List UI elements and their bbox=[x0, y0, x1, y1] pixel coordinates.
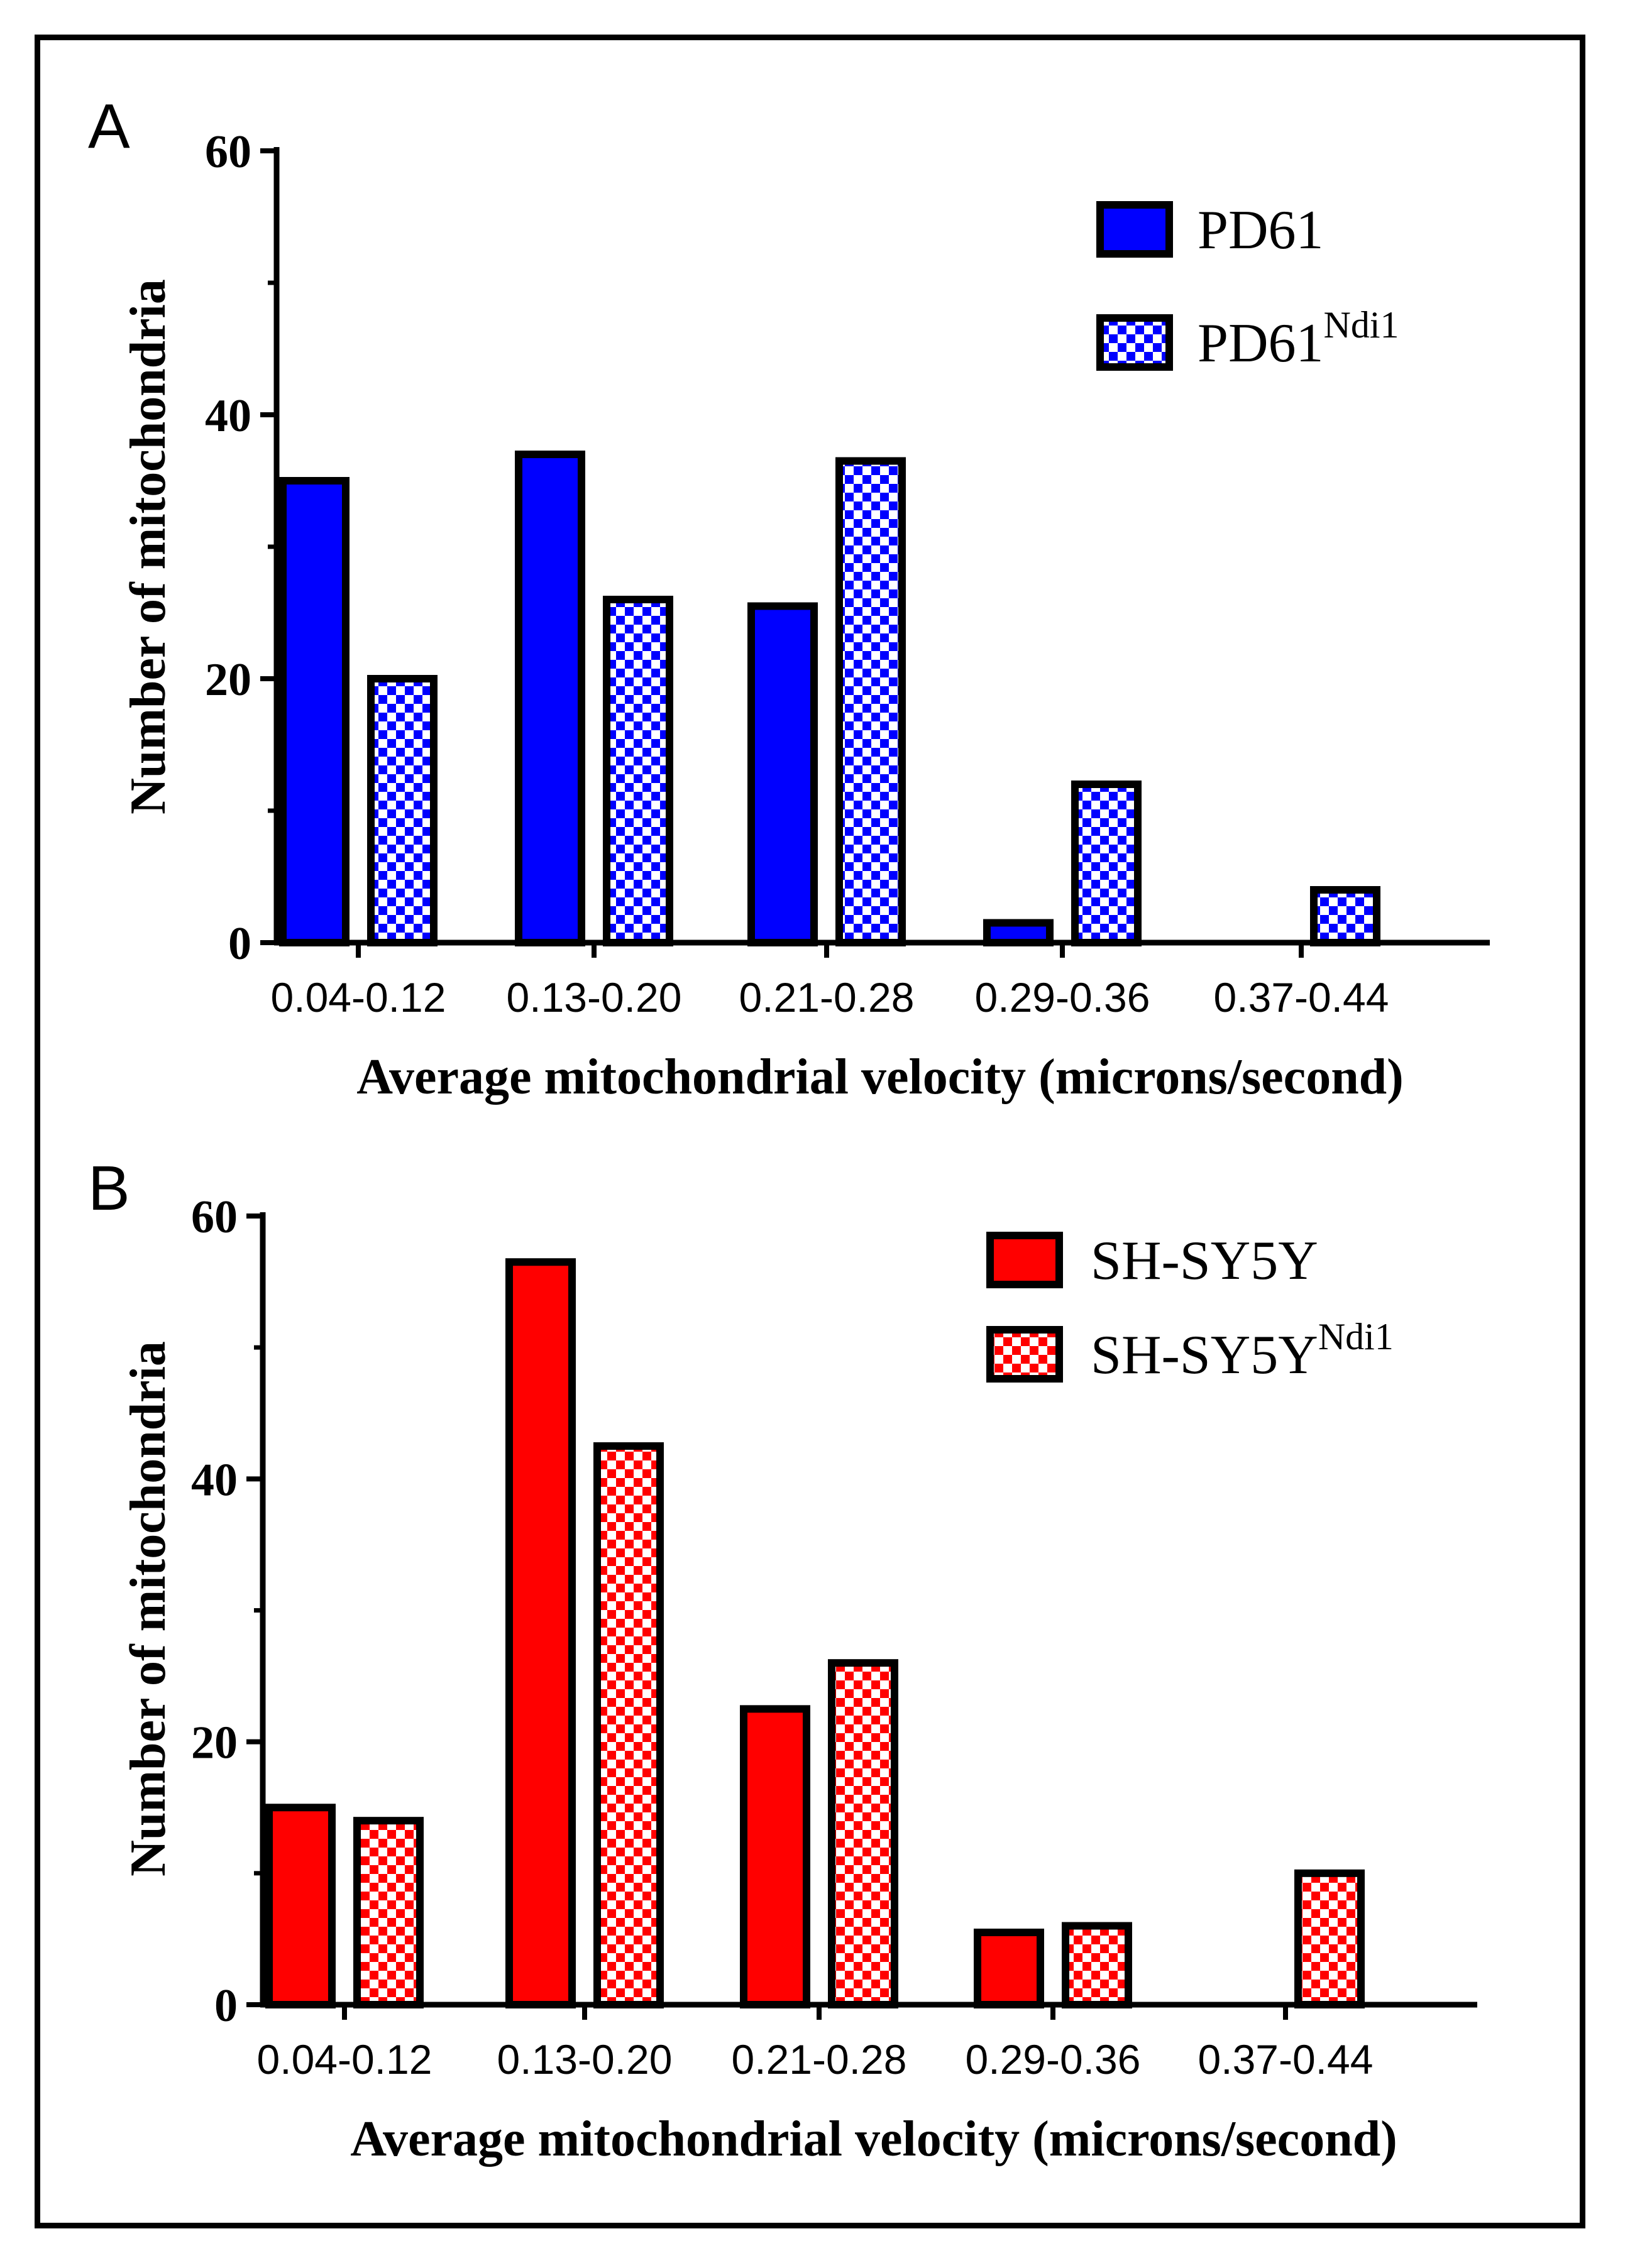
x-tick-label: 0.21-0.28 bbox=[732, 2036, 907, 2083]
bar-control bbox=[740, 1705, 810, 2008]
bar-ndi1 bbox=[603, 596, 673, 946]
x-tick-label: 0.29-0.36 bbox=[975, 974, 1150, 1021]
chart-panel-B: B 0 20 40 60 0.04-0.12 0.13-0.20 0.21-0.28 0.29-… bbox=[88, 1153, 1477, 2167]
panel-label: A bbox=[88, 91, 130, 162]
legend-label: PD61Ndi1 bbox=[1198, 304, 1399, 374]
legend-swatch-ndi1 bbox=[986, 1326, 1063, 1383]
y-tick-label: 0 bbox=[228, 918, 251, 970]
bar-control bbox=[515, 451, 585, 946]
bar-control bbox=[505, 1258, 576, 2008]
bar-control bbox=[265, 1804, 336, 2008]
y-tick-label: 60 bbox=[205, 126, 251, 178]
x-tick-label: 0.04-0.12 bbox=[271, 974, 446, 1021]
y-tick-label: 0 bbox=[214, 1980, 238, 2032]
y-axis-title: Number of mitochondria bbox=[121, 279, 176, 814]
y-tick-label: 40 bbox=[191, 1454, 238, 1506]
bar-control bbox=[974, 1928, 1044, 2008]
bar-ndi1 bbox=[593, 1442, 664, 2009]
y-tick-label: 20 bbox=[205, 654, 251, 706]
bar-ndi1 bbox=[367, 675, 438, 946]
legend-label: SH-SY5Y bbox=[1091, 1230, 1318, 1291]
bar-ndi1 bbox=[1062, 1922, 1132, 2008]
y-tick-label: 40 bbox=[205, 390, 251, 442]
legend-superscript: Ndi1 bbox=[1324, 304, 1399, 346]
panel-label: B bbox=[88, 1153, 130, 1224]
chart-panel-A: A 0 20 40 60 0.04-0.12 0.13-0.20 0.21-0.28 0.29-… bbox=[88, 91, 1490, 1105]
bar-ndi1 bbox=[1071, 781, 1142, 946]
bar-control bbox=[279, 477, 350, 946]
legend: SH-SY5Y SH-SY5YNdi1 bbox=[986, 1230, 1394, 1386]
y-tick-label: 20 bbox=[191, 1717, 238, 1769]
x-tick-label: 0.37-0.44 bbox=[1198, 2036, 1374, 2083]
figure-frame bbox=[35, 35, 1585, 2228]
x-axis-title: Average mitochondrial velocity (microns/… bbox=[356, 1049, 1404, 1105]
legend-swatch-ndi1 bbox=[1096, 314, 1173, 371]
legend: PD61 PD61Ndi1 bbox=[1096, 200, 1399, 374]
x-tick-label: 0.37-0.44 bbox=[1214, 974, 1389, 1021]
bar-ndi1 bbox=[353, 1817, 424, 2009]
legend-swatch-control bbox=[986, 1232, 1063, 1288]
legend-superscript: Ndi1 bbox=[1318, 1316, 1394, 1357]
bar-ndi1 bbox=[1310, 886, 1380, 946]
x-axis-title: Average mitochondrial velocity (microns/… bbox=[350, 2112, 1397, 2167]
y-axis-title: Number of mitochondria bbox=[121, 1341, 176, 1876]
bar-ndi1 bbox=[835, 457, 906, 946]
x-tick-label: 0.13-0.20 bbox=[497, 2036, 673, 2083]
x-tick-label: 0.13-0.20 bbox=[507, 974, 682, 1021]
legend-label: PD61 bbox=[1198, 200, 1324, 261]
x-tick-label: 0.21-0.28 bbox=[739, 974, 915, 1021]
legend-label: SH-SY5YNdi1 bbox=[1091, 1316, 1394, 1386]
y-tick-label: 60 bbox=[191, 1192, 238, 1243]
x-tick-label: 0.04-0.12 bbox=[257, 2036, 432, 2083]
bar-ndi1 bbox=[828, 1659, 898, 2009]
bar-control bbox=[983, 919, 1054, 946]
x-tick-label: 0.29-0.36 bbox=[966, 2036, 1141, 2083]
bar-control bbox=[747, 602, 818, 946]
bar-ndi1 bbox=[1294, 1869, 1365, 2008]
legend-swatch-control bbox=[1096, 201, 1173, 258]
